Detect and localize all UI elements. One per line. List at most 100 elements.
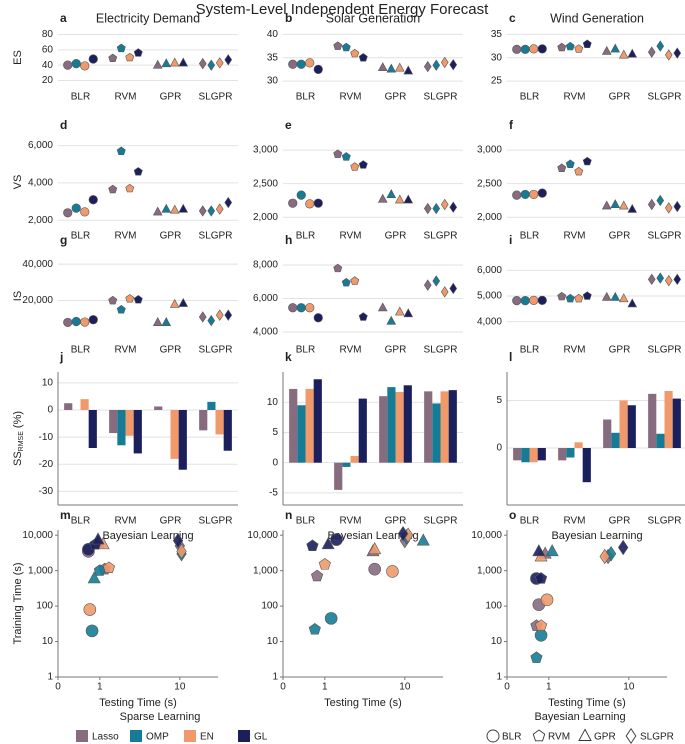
- marker: [537, 188, 547, 198]
- marker: [535, 619, 548, 631]
- bar: [297, 405, 306, 463]
- x-tick-label: RVM: [563, 516, 585, 527]
- bar: [664, 391, 673, 448]
- marker: [207, 314, 216, 327]
- column-title: Electricity Demand: [96, 11, 200, 25]
- marker: [358, 312, 368, 321]
- y-tick-label: 0: [496, 443, 502, 454]
- marker: [169, 204, 180, 214]
- x-tick-label: GPR: [609, 231, 631, 242]
- bar: [178, 410, 187, 470]
- bar: [350, 456, 359, 463]
- marker: [88, 195, 98, 205]
- bar: [424, 391, 433, 463]
- y-axis-label-main: ES: [12, 50, 24, 65]
- x-tick-label: 1: [322, 682, 328, 693]
- marker: [520, 189, 530, 200]
- y-axis-label-main: IS: [12, 291, 24, 301]
- bar: [334, 462, 343, 490]
- panel-letter: i: [509, 233, 512, 247]
- marker: [601, 45, 612, 55]
- marker: [296, 59, 306, 69]
- y-tick-label: 100: [261, 601, 278, 612]
- x-tick-label: BLR: [71, 231, 90, 242]
- panel-letter: c: [509, 11, 516, 25]
- marker: [71, 59, 81, 69]
- bar: [109, 410, 118, 434]
- y-tick-label: 10: [42, 377, 54, 388]
- marker: [116, 304, 126, 314]
- y-tick-label: -5: [269, 488, 278, 499]
- y-tick-label: 2,500: [477, 178, 502, 189]
- bar: [672, 398, 681, 448]
- y-tick-label: 3,000: [253, 145, 278, 156]
- x-tick-label: 10: [623, 682, 635, 693]
- marker: [565, 41, 575, 51]
- marker: [350, 276, 360, 285]
- x-tick-label: SLGPR: [199, 231, 233, 242]
- marker: [224, 54, 233, 66]
- x-axis-label: Bayesian Learning: [327, 530, 418, 542]
- marker: [313, 313, 323, 323]
- marker: [656, 194, 665, 207]
- bar: [387, 387, 396, 463]
- bar: [215, 410, 224, 435]
- marker: [403, 194, 414, 204]
- bar: [80, 399, 89, 410]
- marker: [63, 208, 73, 218]
- marker: [178, 203, 189, 213]
- panel-letter: l: [509, 350, 512, 364]
- marker: [63, 317, 73, 328]
- marker: [647, 273, 656, 286]
- x-tick-label: 10: [174, 682, 186, 693]
- marker: [537, 295, 547, 305]
- marker: [133, 48, 143, 57]
- marker: [311, 569, 324, 582]
- marker: [83, 603, 97, 616]
- marker: [627, 48, 638, 58]
- marker: [582, 156, 592, 166]
- marker: [618, 293, 629, 303]
- x-tick-label: 0: [55, 682, 61, 693]
- marker: [133, 294, 143, 304]
- marker: [664, 49, 673, 61]
- x-axis-label: Testing Time (s): [324, 697, 402, 709]
- x-axis-label: Testing Time (s): [99, 697, 177, 709]
- marker: [80, 207, 90, 217]
- marker: [306, 539, 319, 552]
- x-tick-label: GPR: [385, 231, 407, 242]
- x-tick-label: BLR: [296, 516, 315, 527]
- bar: [611, 432, 620, 448]
- marker: [512, 296, 522, 306]
- marker: [296, 190, 306, 200]
- legend-label: BLR: [502, 732, 521, 743]
- y-axis-label: VS: [12, 175, 24, 190]
- marker: [529, 44, 539, 54]
- marker: [368, 542, 382, 555]
- bar: [521, 448, 530, 463]
- y-tick-label: 40: [42, 60, 54, 71]
- marker: [368, 562, 381, 576]
- bar: [395, 391, 404, 463]
- marker: [535, 572, 548, 584]
- x-tick-label: RVM: [114, 516, 136, 527]
- x-tick-label: SLGPR: [648, 231, 682, 242]
- y-tick-label: 40: [267, 29, 279, 40]
- x-tick-label: BLR: [296, 345, 315, 356]
- y-tick-label: -20: [39, 459, 54, 470]
- y-tick-label: 0: [47, 405, 53, 416]
- marker: [305, 199, 315, 209]
- panel-letter: b: [285, 11, 292, 25]
- marker: [125, 294, 135, 303]
- bar: [403, 385, 412, 463]
- bar: [223, 410, 232, 451]
- bar: [379, 396, 388, 463]
- marker: [108, 184, 118, 194]
- marker: [224, 196, 233, 209]
- y-tick-label: 35: [491, 29, 503, 40]
- marker: [341, 277, 351, 287]
- x-tick-label: GPR: [385, 92, 407, 103]
- x-tick-label: SLGPR: [424, 345, 458, 356]
- marker: [324, 612, 338, 625]
- marker: [198, 205, 207, 217]
